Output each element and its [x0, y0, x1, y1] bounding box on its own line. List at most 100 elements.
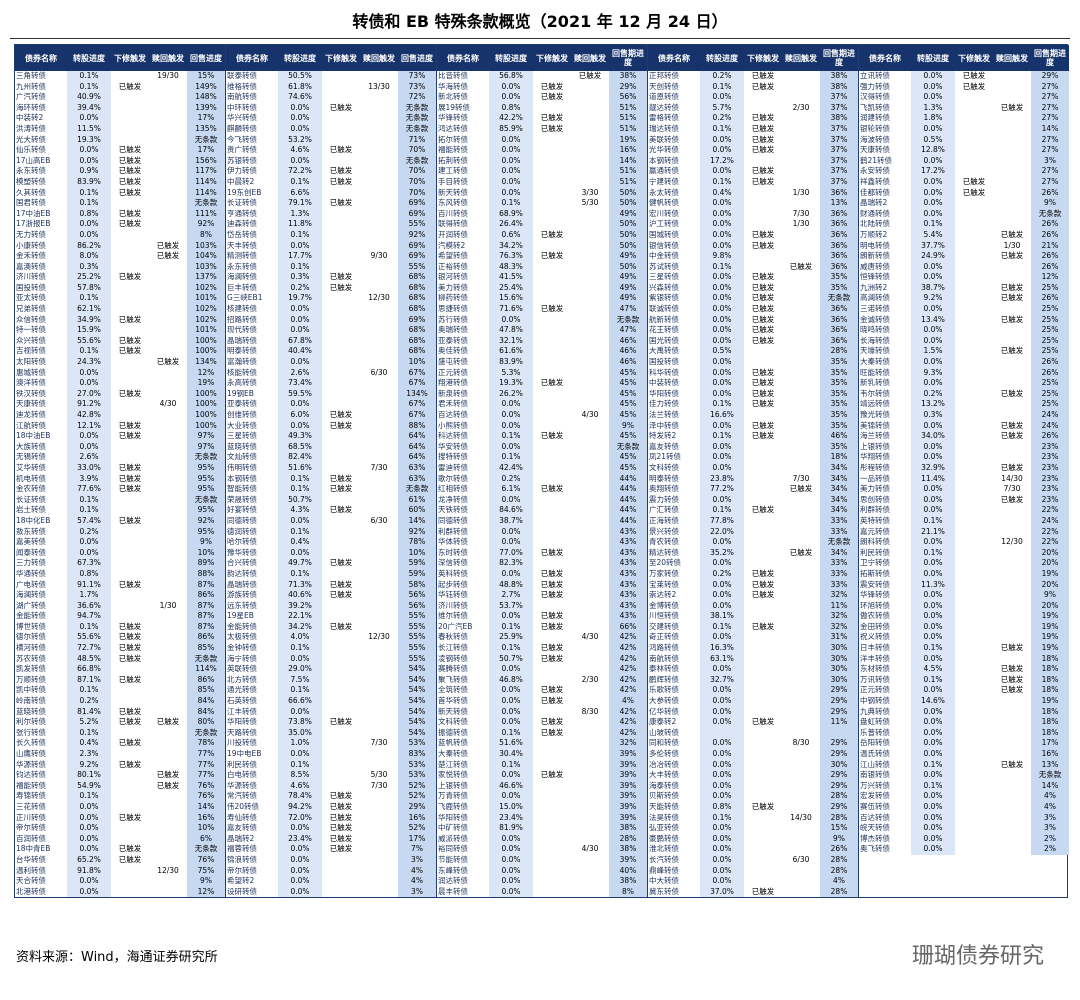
table-cell — [533, 368, 571, 379]
table-row: 飞凯转债 1.3% 已触发 27% — [859, 102, 1069, 114]
table-cell — [533, 103, 571, 114]
table-row: 三诺转债 0.0% 25% — [859, 304, 1069, 315]
table-row: 法昊转债 0.1% 14/30 28% — [648, 812, 858, 824]
table-cell: 14% — [398, 515, 436, 527]
table-cell: 114% — [187, 187, 225, 199]
table-row: 山鹰转债 2.3% 77% — [15, 749, 225, 760]
table-cell: 0.0% — [489, 696, 533, 707]
table-row: 同德转债 38.7% 44% — [437, 515, 647, 527]
table-cell: 3% — [398, 886, 436, 898]
table-cell — [955, 643, 993, 654]
table-row: 道恩转债 0.0% 37% — [648, 92, 858, 103]
table-cell: 淮北转债 — [649, 844, 679, 854]
table-cell: 0.0% — [489, 187, 533, 199]
table-cell — [149, 791, 187, 802]
table-row: 嘉友转债 0.0% 35% — [648, 441, 858, 453]
table-cell — [149, 92, 187, 103]
table-cell: 海兰转债 — [860, 431, 890, 441]
table-cell: 29% — [820, 770, 858, 781]
table-cell: 0.1% — [700, 261, 744, 273]
table-cell: 55% — [398, 611, 436, 622]
table-cell: 0.0% — [700, 304, 744, 315]
table-cell — [111, 558, 149, 569]
table-cell: 15% — [820, 823, 858, 834]
table-cell: 中装转2 — [16, 113, 44, 123]
table-cell: 金能转债 — [16, 611, 46, 621]
table-cell: 康泰转2 — [649, 717, 677, 727]
table-cell: 0.1% — [278, 759, 322, 771]
table-cell: 117% — [187, 166, 225, 177]
table-row: 汽模转2 34.2% 50% — [437, 240, 647, 252]
table-cell: 30% — [820, 653, 858, 665]
table-cell: 无条款 — [1031, 770, 1069, 781]
table-cell: 韵达转债 — [227, 568, 257, 578]
table-cell: 61.6% — [489, 346, 533, 358]
table-cell — [360, 262, 398, 273]
table-cell: 137% — [187, 272, 225, 283]
table-cell: 拓荆转债 — [438, 155, 468, 165]
table-cell: 34.0% — [911, 431, 955, 442]
table-cell: 0.8% — [67, 208, 111, 220]
table-cell: 银信转债 — [649, 240, 679, 250]
table-cell — [782, 368, 820, 379]
table-cell: 37% — [820, 134, 858, 146]
table-cell: 已触发 — [540, 484, 564, 494]
table-cell — [744, 601, 782, 612]
table-cell: 0.0% — [700, 685, 744, 697]
table-cell: 广汽转债 — [16, 92, 46, 102]
table-row: 太极转债 4.0% 12/30 55% — [226, 632, 436, 644]
table-cell: 2/30 — [792, 102, 810, 112]
table-cell: 长江转债 — [438, 643, 468, 653]
table-cell: 南银转债 — [860, 770, 890, 780]
table-cell: 维格转债 — [227, 81, 257, 91]
table-cell: 50% — [609, 240, 647, 252]
table-cell: 国君转债 — [16, 198, 46, 208]
table-cell: 天壕转债 — [860, 346, 890, 356]
table-cell — [149, 135, 187, 146]
table-cell: 0.0% — [911, 187, 955, 199]
table-cell — [571, 717, 609, 728]
table-row: 江山转债 0.1% 已触发 13% — [859, 759, 1069, 771]
table-cell: 已触发 — [1000, 293, 1024, 303]
table-cell: 已触发 — [118, 155, 142, 165]
table-cell — [955, 834, 993, 845]
table-row: 美联转债 0.0% 已触发 37% — [648, 134, 858, 146]
table-cell: 岱岳转债 — [227, 229, 257, 239]
table-cell: 0.0% — [67, 441, 111, 453]
table-row: 韵达转债 0.1% 59% — [226, 568, 436, 580]
table-cell — [149, 209, 187, 220]
table-row: 佳都转债 0.0% 已触发 26% — [859, 187, 1069, 199]
table-cell: 37% — [820, 92, 858, 103]
table-cell — [149, 632, 187, 643]
table-cell: 广汇转债 — [649, 505, 679, 515]
table-cell: 已触发 — [329, 145, 353, 155]
table-cell — [955, 601, 993, 612]
table-cell: 0.0% — [700, 876, 744, 887]
table-cell: 佳都转债 — [860, 187, 890, 197]
table-cell: 0.0% — [489, 441, 533, 453]
table-cell: 25% — [1031, 378, 1069, 389]
table-cell: 日丰转债 — [860, 643, 890, 653]
table-cell — [744, 357, 782, 368]
table-cell — [149, 368, 187, 379]
table-cell: 靓达转债 — [649, 102, 679, 112]
table-cell — [955, 537, 993, 548]
table-cell: 26% — [1031, 187, 1069, 199]
table-cell: 赢通转债 — [649, 166, 679, 176]
table-cell — [360, 548, 398, 559]
table-cell: 29% — [1031, 71, 1069, 82]
table-cell: 25% — [1031, 399, 1069, 410]
table-cell: 1.0% — [278, 738, 322, 749]
table-row: 济川转债 25.2% 已触发 137% — [15, 272, 225, 283]
table-cell — [533, 527, 571, 538]
table-cell — [533, 166, 571, 177]
table-cell — [993, 113, 1031, 124]
table-cell — [744, 876, 782, 887]
table-row: 天能转债 0.8% 已触发 29% — [648, 801, 858, 813]
table-cell: 同德转债 — [227, 515, 257, 525]
table-cell: 38% — [820, 113, 858, 124]
table-cell: 43% — [609, 611, 647, 622]
table-cell — [744, 654, 782, 665]
table-cell: 拓尔转债 — [438, 134, 468, 144]
table-cell — [782, 664, 820, 675]
